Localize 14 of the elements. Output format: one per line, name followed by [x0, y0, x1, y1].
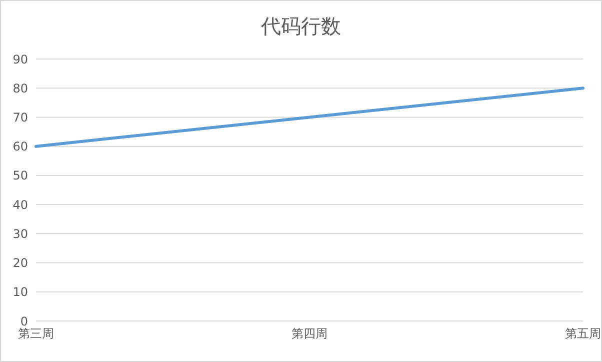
y-tick-label: 30 — [12, 226, 28, 241]
x-tick-label: 第五周 — [565, 326, 601, 341]
y-tick-label: 0 — [20, 314, 28, 328]
x-tick-label: 第四周 — [292, 326, 328, 341]
chart-title: 代码行数 — [260, 13, 342, 40]
y-tick-label: 10 — [12, 285, 28, 300]
y-tick-label: 60 — [12, 140, 28, 154]
y-tick-label: 50 — [12, 168, 28, 183]
y-tick-label: 40 — [12, 198, 28, 212]
y-tick-label: 90 — [12, 52, 28, 66]
y-tick-label: 70 — [12, 110, 28, 124]
y-tick-label: 80 — [12, 81, 28, 96]
x-tick-label: 第三周 — [18, 326, 54, 341]
y-tick-label: 20 — [12, 256, 28, 270]
